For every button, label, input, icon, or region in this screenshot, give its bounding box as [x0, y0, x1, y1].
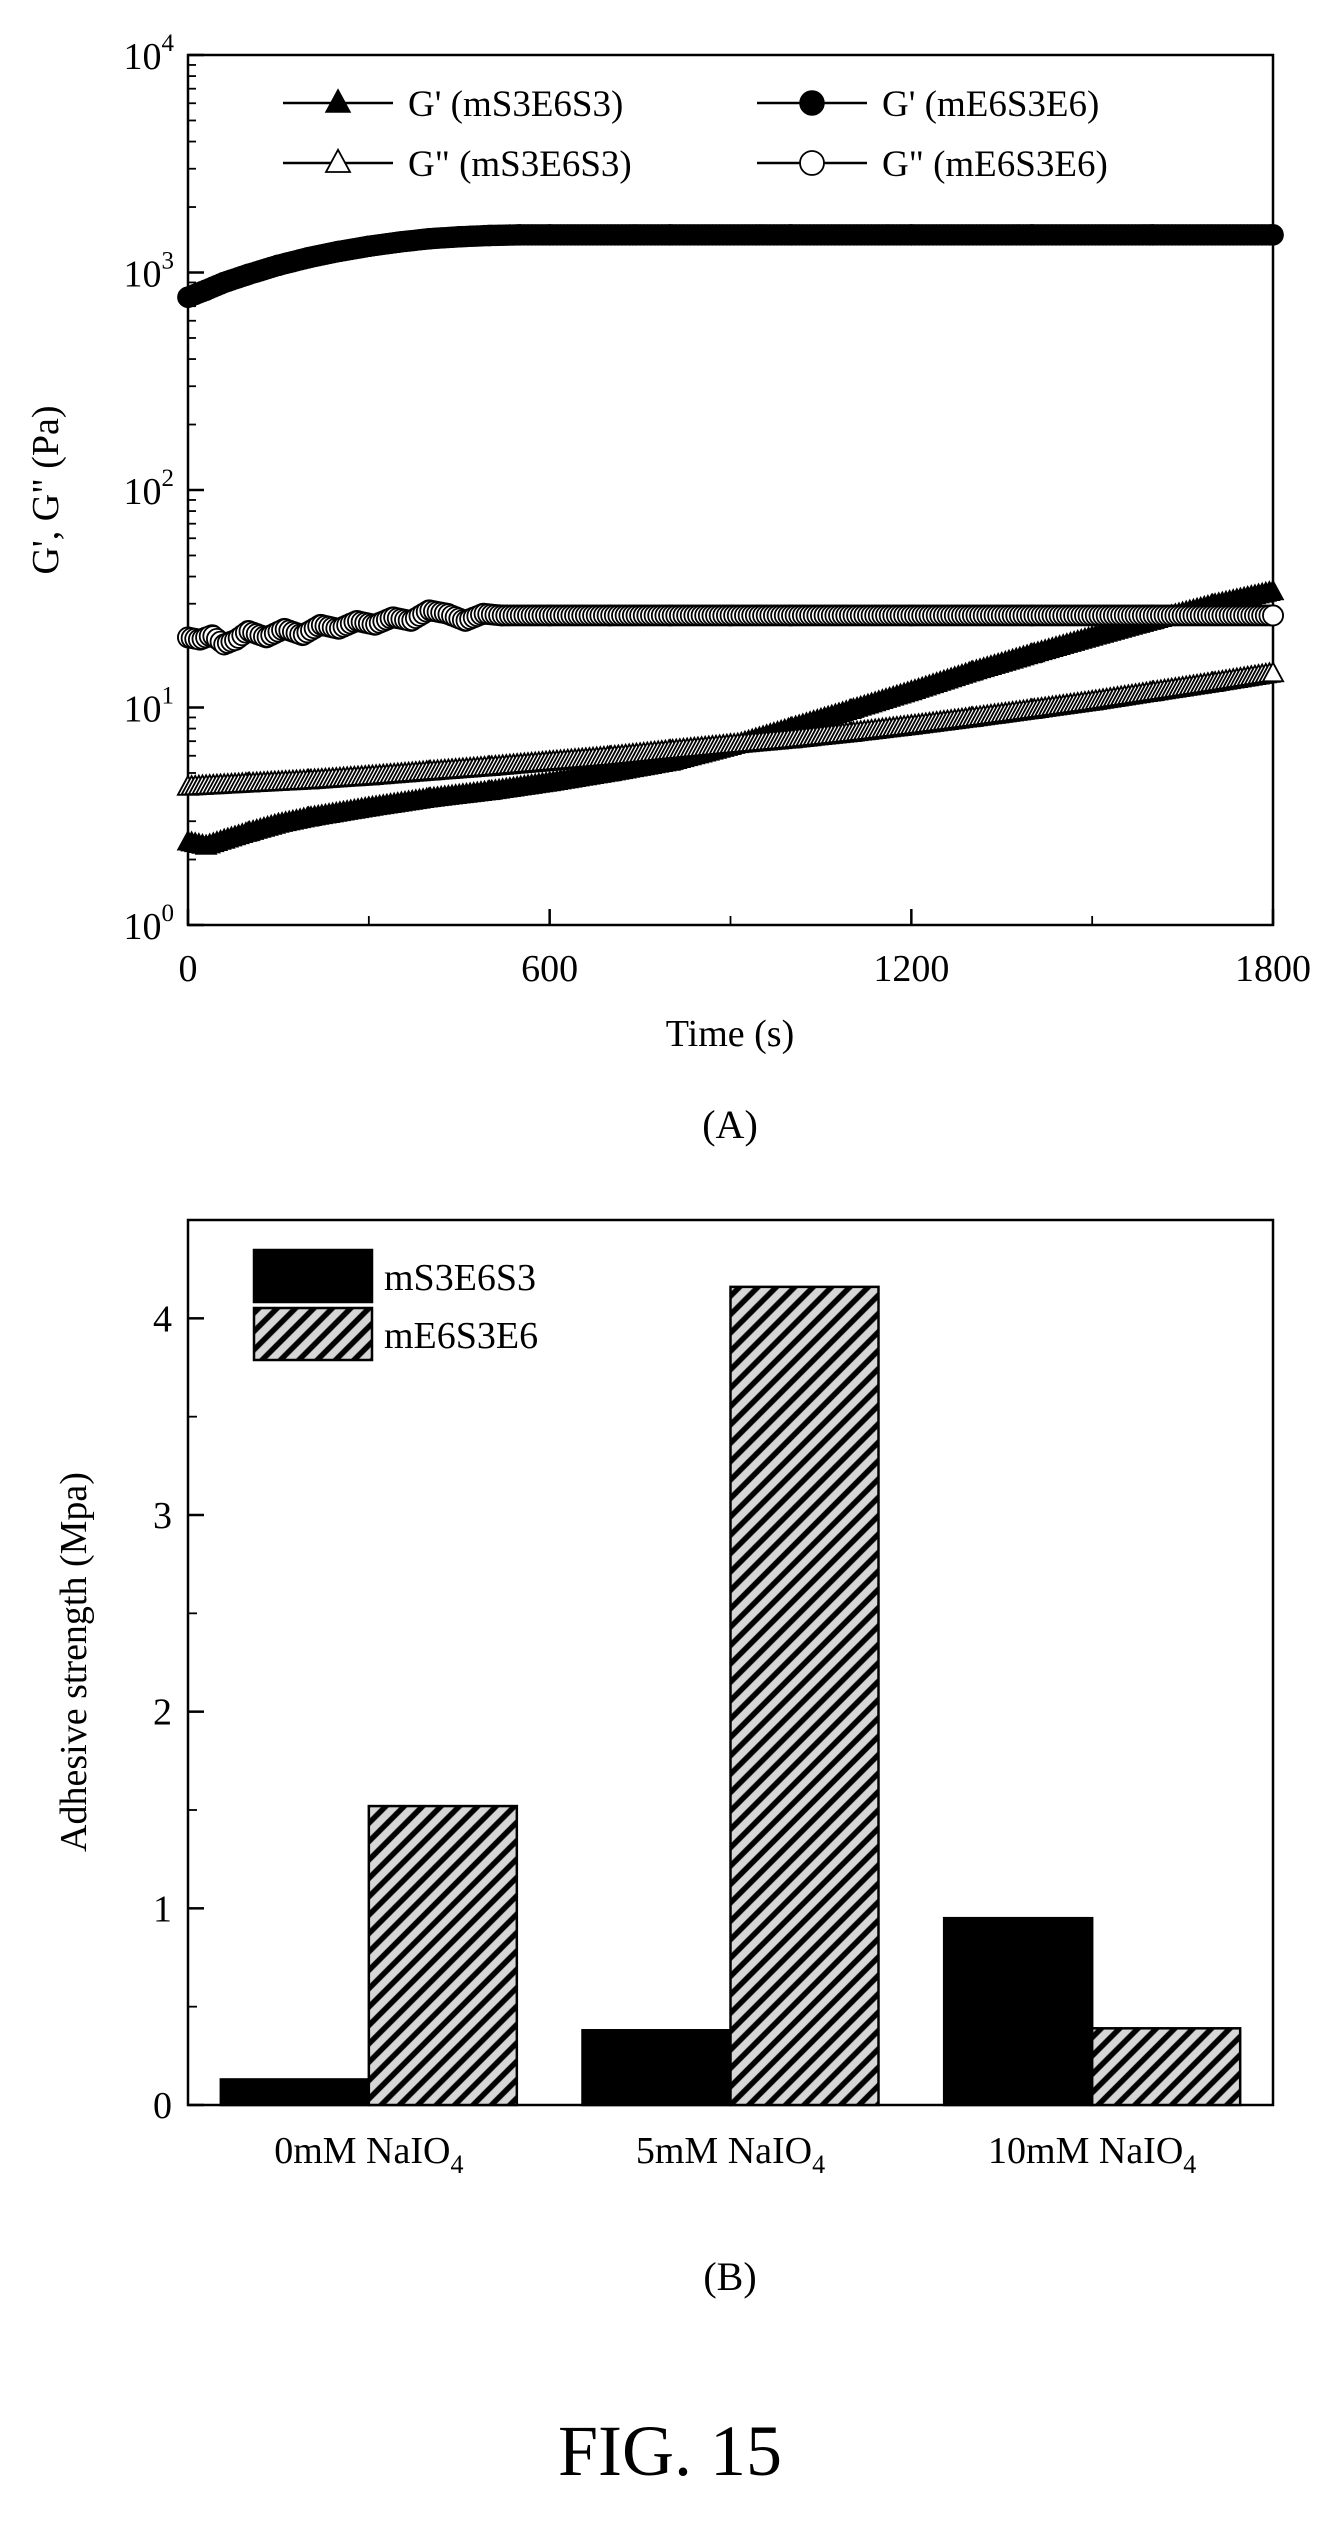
panel-a-legend-label: G" (mS3E6S3): [408, 144, 632, 185]
panel-a-x-tick-label: 1800: [1235, 948, 1311, 990]
panel-a-y-tick-label: 100: [124, 900, 175, 948]
panel-a-legend-marker: [799, 150, 825, 176]
panel-b-legend-label: mS3E6S3: [384, 1257, 536, 1299]
panel-a-legend-item: G' (mE6S3E6): [757, 84, 1099, 125]
panel-b-legend-item: mS3E6S3: [252, 1248, 536, 1304]
panel-a-label: (A): [702, 1102, 758, 1147]
panel-b-bar-mS3E6S3: [942, 1916, 1094, 2107]
panel-a-curve-marker: [1261, 579, 1285, 601]
panel-a-line-chart: 100 101 102 103 104 0 600 1200 1800 Time (s) G'…: [25, 30, 1311, 1147]
panel-a-curve-marker: [1262, 604, 1284, 627]
panel-a-series: [177, 224, 1284, 308]
panel-b-y-axis-label: Adhesive strength (Mpa): [53, 1472, 95, 1852]
panel-b-y-tick-label: 2: [153, 1692, 172, 1734]
panel-b-bar-mS3E6S3: [581, 2029, 732, 2107]
panel-b-legend-swatch: [252, 1306, 374, 1362]
panel-b-legend-label: mE6S3E6: [384, 1315, 538, 1357]
panel-a-y-tick-label: 103: [124, 248, 175, 296]
panel-a-legend-item: G" (mE6S3E6): [757, 144, 1108, 185]
panel-b-category-label: 10mM NaIO4: [988, 2130, 1196, 2179]
panel-b-bar-mE6S3E6: [367, 1804, 519, 2107]
panel-a-legend-label: G" (mE6S3E6): [882, 144, 1108, 185]
panel-b-bar-chart: 0 1 2 3 4 0mM NaIO4 5mM NaIO4 10mM NaIO4 Adhes…: [53, 1218, 1275, 2299]
panel-a-y-tick-label: 102: [124, 465, 175, 513]
panel-b-bar-mE6S3E6: [1090, 2027, 1242, 2107]
panel-b-legend-swatch: [252, 1248, 374, 1304]
panel-a-y-axis-label: G', G" (Pa): [25, 405, 67, 574]
panel-b-bar-mS3E6S3: [219, 2078, 371, 2107]
panel-b-y-tick-label: 4: [153, 1298, 172, 1340]
panel-b-y-axis: 0 1 2 3 4: [153, 1298, 204, 2127]
panel-b-legend-item: mE6S3E6: [252, 1306, 538, 1362]
panel-a-legend-label: G' (mS3E6S3): [408, 84, 623, 125]
figure-caption: FIG. 15: [558, 2411, 782, 2491]
panel-a-plot-frame: [186, 53, 1275, 927]
panel-a-legend-marker: [324, 147, 352, 173]
panel-a-x-tick-label: 600: [521, 948, 578, 990]
panel-b-bar-mE6S3E6: [729, 1285, 880, 2107]
panel-a-x-tick-label: 0: [179, 948, 198, 990]
panel-a-x-axis: 0 600 1200 1800: [179, 909, 1311, 990]
panel-b-y-tick-label: 3: [153, 1495, 172, 1537]
panel-a-x-axis-label: Time (s): [666, 1013, 794, 1055]
panel-a-legend-marker: [799, 90, 825, 116]
panel-a-curve-marker: [1261, 660, 1285, 683]
panel-a-y-axis: 100 101 102 103 104: [124, 30, 204, 948]
panel-a-legend-item: G" (mS3E6S3): [283, 144, 632, 185]
panel-a-series-group: [176, 224, 1285, 855]
panel-a-y-tick-label: 104: [124, 30, 175, 78]
panel-b-category-label: 5mM NaIO4: [636, 2130, 825, 2179]
panel-a-y-tick-label: 101: [124, 683, 175, 731]
panel-a-curve-marker: [1262, 224, 1284, 246]
panel-b-legend: mS3E6S3 mE6S3E6: [252, 1248, 538, 1362]
panel-b-y-tick-label: 1: [153, 1888, 172, 1930]
panel-a-legend-marker: [324, 88, 352, 113]
panel-a-x-tick-label: 1200: [873, 948, 949, 990]
panel-b-y-tick-label: 0: [153, 2085, 172, 2127]
panel-b-x-axis: 0mM NaIO4 5mM NaIO4 10mM NaIO4: [274, 2089, 1196, 2179]
panel-a-series: [177, 599, 1284, 656]
panel-a-legend: G' (mS3E6S3) G' (mE6S3E6) G" (mS3E6S3) G" (…: [283, 84, 1108, 185]
panel-b-label: (B): [703, 2254, 756, 2299]
panel-a-series: [176, 660, 1285, 796]
panel-a-legend-label: G' (mE6S3E6): [882, 84, 1099, 125]
panel-b-category-label: 0mM NaIO4: [274, 2130, 463, 2179]
panel-b-bars-group: [219, 1285, 1242, 2107]
panel-a-legend-item: G' (mS3E6S3): [283, 84, 623, 125]
